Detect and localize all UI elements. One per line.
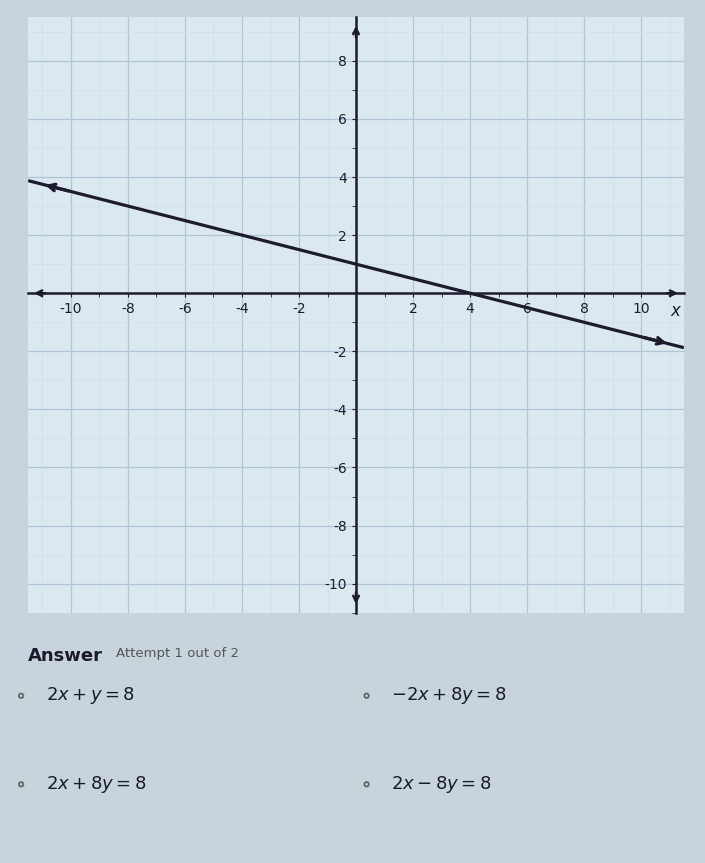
Text: Answer: Answer bbox=[28, 646, 103, 665]
Text: x: x bbox=[670, 302, 680, 319]
Text: Attempt 1 out of 2: Attempt 1 out of 2 bbox=[116, 646, 239, 659]
Text: $-2x + 8y = 8$: $-2x + 8y = 8$ bbox=[391, 685, 507, 706]
Text: $2x - 8y = 8$: $2x - 8y = 8$ bbox=[391, 774, 492, 795]
Text: $2x + 8y = 8$: $2x + 8y = 8$ bbox=[46, 774, 147, 795]
Text: $2x + y = 8$: $2x + y = 8$ bbox=[46, 685, 135, 706]
